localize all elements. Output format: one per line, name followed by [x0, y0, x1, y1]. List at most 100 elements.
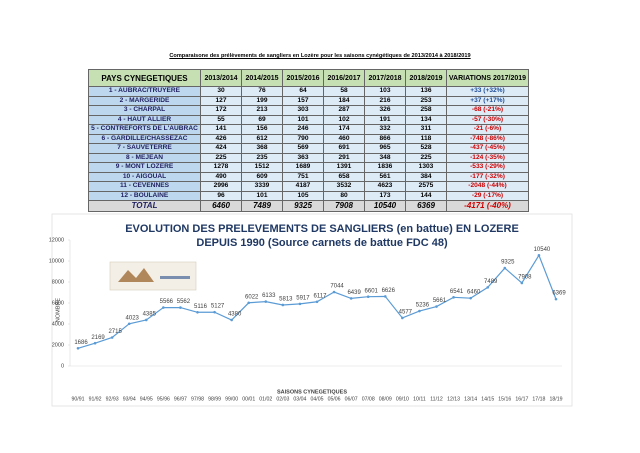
header-cell: 2018/2019 [405, 69, 447, 87]
data-label: 5661 [433, 298, 447, 304]
x-tick-label: 07/08 [362, 396, 375, 402]
data-label: 7489 [484, 279, 498, 285]
header-row: PAYS CYNEGETIQUES 2013/2014 2014/2015 2015/… [88, 69, 529, 87]
x-tick-label: 18/19 [550, 396, 563, 402]
table-row: 7 - SAUVETERRE 424 368 569 691 965 528 -437 (-4… [88, 143, 529, 154]
x-tick-label: 17/18 [532, 396, 545, 402]
x-tick-label: 13/14 [464, 396, 477, 402]
logo [109, 261, 197, 291]
data-label: 4380 [228, 312, 242, 318]
data-point [179, 306, 182, 309]
x-tick-label: 03/04 [293, 396, 306, 402]
y-tick-label: 12000 [49, 237, 64, 243]
data-point [127, 322, 131, 326]
data-point [213, 310, 216, 314]
x-tick-label: 08/09 [379, 396, 392, 402]
data-label: 1686 [74, 340, 88, 346]
table-cell: 9325 [282, 200, 324, 212]
data-point [537, 254, 541, 257]
y-tick-label: 8000 [52, 279, 64, 285]
data-label: 6439 [347, 290, 361, 296]
data-label: 6601 [365, 288, 379, 294]
data-point [110, 336, 114, 339]
table-cell: 6460 [200, 200, 242, 212]
x-tick-label: 97/98 [191, 396, 204, 402]
y-axis-title: NOMBRE [55, 298, 61, 322]
data-point [554, 297, 558, 301]
table-cell: TOTAL [88, 200, 201, 212]
data-point [247, 301, 251, 305]
table-row: 4 - HAUT ALLIER 55 69 101 102 191 134 -57 (-30%… [88, 114, 529, 125]
data-label: 2715 [108, 329, 122, 335]
table-row: 1 - AUBRAC/TRUYERE 30 76 64 58 103 136 +33 (+32… [88, 86, 529, 97]
data-point [349, 297, 353, 300]
data-label: 6541 [450, 289, 464, 295]
data-point [144, 318, 148, 322]
data-point [281, 303, 285, 307]
data-label: 5236 [416, 303, 430, 309]
data-label: 5116 [194, 304, 208, 310]
data-point [230, 318, 233, 322]
data-label: 6626 [382, 288, 396, 294]
x-tick-label: 96/97 [174, 396, 187, 402]
y-tick-label: 2000 [52, 342, 64, 348]
data-point [520, 281, 524, 285]
data-point [452, 296, 455, 299]
y-tick-label: 6000 [52, 300, 64, 306]
data-label: 6133 [262, 293, 276, 299]
document-title: Comparaisone des prélèvements de sanglie… [169, 53, 471, 59]
chart-title: EVOLUTION DES PRELEVEMENTS DE SANGLIERS … [125, 223, 519, 235]
x-tick-label: 91/92 [89, 396, 102, 402]
data-point [435, 305, 438, 308]
data-point [76, 346, 80, 350]
data-label: 5562 [177, 299, 191, 305]
data-point [196, 310, 199, 314]
data-label: 4385 [143, 312, 157, 318]
data-label: 6460 [467, 290, 481, 296]
table-cell: 6369 [405, 200, 447, 212]
header-cell: 2017/2018 [364, 69, 406, 87]
table-row: 6 - GARDILLE/CHASSEZAC 426 612 790 460 866 118… [88, 133, 529, 144]
data-label: 10540 [534, 247, 551, 253]
data-point [469, 296, 472, 300]
table-cell: 7489 [241, 200, 283, 212]
x-tick-label: 92/93 [106, 396, 119, 402]
data-label: 7044 [330, 284, 344, 290]
data-label: 4023 [126, 315, 140, 321]
header-cell: VARIATIONS 2017/2019 [446, 69, 529, 87]
data-label: 6369 [552, 291, 566, 297]
x-tick-label: 94/95 [140, 396, 153, 402]
x-tick-label: 12/13 [447, 396, 460, 402]
x-tick-label: 05/06 [328, 396, 341, 402]
data-point [383, 295, 387, 298]
x-tick-label: 00/01 [242, 396, 255, 402]
table-cell: 10540 [364, 200, 406, 212]
data-label: 5917 [296, 295, 310, 301]
header-cell: 2013/2014 [200, 69, 242, 87]
data-point [93, 341, 97, 345]
data-point [503, 266, 507, 270]
data-label: 6117 [314, 293, 328, 299]
x-tick-label: 02/03 [276, 396, 289, 402]
x-axis-title: SAISONS CYNEGETIQUES [277, 389, 347, 395]
data-label: 5127 [211, 304, 225, 310]
x-tick-label: 90/91 [72, 396, 85, 402]
x-tick-label: 98/99 [208, 396, 221, 402]
y-tick-label: 10000 [49, 258, 64, 264]
header-cell: PAYS CYNEGETIQUES [88, 69, 201, 87]
data-point [418, 309, 421, 313]
data-point [298, 302, 302, 306]
y-tick-label: 4000 [52, 321, 64, 327]
data-point [486, 286, 490, 289]
x-tick-label: 99/00 [225, 396, 238, 402]
data-label: 5566 [160, 299, 174, 305]
x-tick-label: 09/10 [396, 396, 409, 402]
data-label: 7908 [518, 275, 532, 281]
table-row: 10 - AIGOUAL 490 609 751 658 561 384 -177 (-32%… [88, 171, 529, 182]
x-tick-label: 14/15 [481, 396, 494, 402]
data-point [366, 295, 370, 298]
data-label: 6022 [245, 294, 259, 300]
x-tick-label: 93/94 [123, 396, 136, 402]
data-label: 5813 [279, 297, 293, 303]
